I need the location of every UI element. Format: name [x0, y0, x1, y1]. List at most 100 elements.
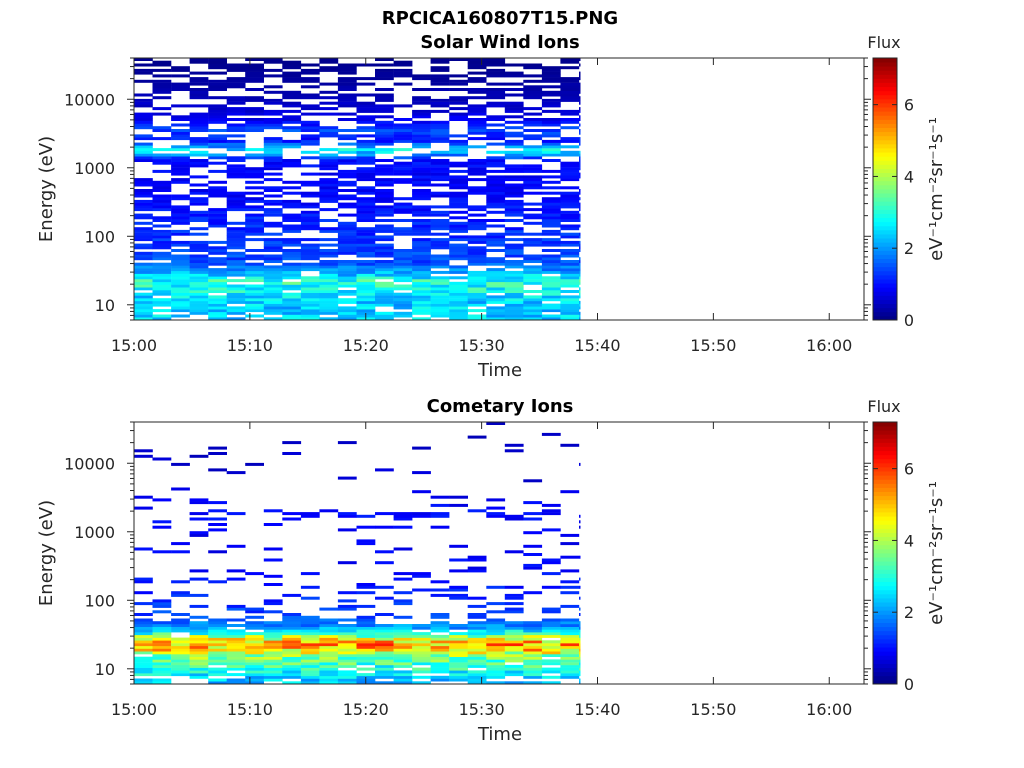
heatmap-cell [579, 262, 581, 266]
heatmap-cell [282, 93, 302, 97]
heatmap-cell [263, 632, 283, 636]
heatmap-cell [430, 98, 450, 102]
heatmap-cell [579, 82, 581, 86]
heatmap-cell [523, 120, 543, 124]
heatmap-cell [560, 311, 580, 315]
heatmap-cell [467, 615, 487, 619]
heatmap-cell [282, 618, 302, 622]
heatmap-cell [449, 254, 468, 258]
colorbar-tick-label: 6 [904, 460, 914, 479]
heatmap-cell [263, 172, 283, 176]
heatmap-cell [300, 621, 320, 625]
heatmap-cell [430, 134, 450, 138]
colorbar-segment [873, 111, 897, 116]
heatmap-cell [356, 93, 376, 97]
heatmap-cell [412, 243, 431, 247]
heatmap-cell [356, 637, 376, 641]
heatmap-cell [375, 673, 394, 677]
colorbar-title: Flux [867, 397, 900, 416]
heatmap-cell [171, 273, 190, 277]
heatmap-cell [449, 205, 468, 209]
colorbar-segment [873, 544, 897, 550]
heatmap-cell [467, 221, 487, 225]
heatmap-cell [486, 156, 506, 160]
heatmap-cell [263, 656, 283, 660]
heatmap-cell [337, 142, 357, 146]
heatmap-cell [541, 232, 561, 236]
heatmap-cell [579, 109, 581, 113]
heatmap-cell [430, 104, 450, 108]
heatmap-cell [523, 150, 543, 154]
heatmap-cell [467, 219, 487, 222]
heatmap-cell [171, 254, 190, 258]
heatmap-cell [189, 626, 209, 630]
heatmap-cell [189, 243, 209, 247]
heatmap-cell [337, 654, 357, 657]
heatmap-cell [134, 681, 153, 685]
heatmap-cell [337, 441, 357, 445]
heatmap-cell [467, 656, 487, 660]
heatmap-cell [356, 101, 376, 105]
colorbar-segment [873, 536, 897, 542]
heatmap-cell [375, 93, 394, 97]
heatmap-cell [337, 238, 357, 242]
heatmap-cell [504, 213, 524, 217]
heatmap-cell [208, 208, 227, 212]
heatmap-cell [393, 265, 413, 269]
heatmap-cell [226, 637, 246, 641]
heatmap-cell [412, 249, 431, 252]
heatmap-cell [319, 675, 339, 679]
heatmap-cell [226, 129, 246, 132]
heatmap-cell [245, 123, 264, 127]
heatmap-cell [541, 66, 561, 70]
heatmap-cell [523, 93, 543, 97]
heatmap-cell [449, 270, 468, 274]
heatmap-cell [189, 254, 209, 258]
heatmap-cell [541, 309, 561, 313]
colorbar-segment [873, 548, 897, 554]
heatmap-cell [412, 120, 431, 124]
heatmap-cell [189, 287, 209, 291]
heatmap-cell [560, 317, 580, 321]
heatmap-cell [319, 134, 339, 138]
heatmap-cell [263, 287, 283, 291]
heatmap-cell [449, 216, 468, 220]
colorbar-segment [873, 614, 897, 619]
heatmap-cell [541, 142, 561, 146]
heatmap-cell [134, 454, 153, 458]
heatmap-cell [282, 281, 302, 285]
heatmap-cell [430, 314, 450, 318]
heatmap-cell [300, 112, 320, 116]
heatmap-cell [504, 156, 524, 160]
heatmap-cell [226, 254, 246, 258]
heatmap-cell [300, 667, 320, 671]
heatmap-cell [579, 235, 581, 239]
heatmap-cell [152, 678, 172, 682]
heatmap-cell [356, 626, 376, 630]
heatmap-cell [449, 246, 468, 250]
colorbar-tick-label: 4 [904, 531, 914, 550]
heatmap-cell [523, 221, 543, 225]
heatmap-cell [282, 662, 302, 666]
heatmap-cell [412, 317, 431, 321]
heatmap-cell [189, 498, 209, 502]
heatmap-cell [208, 281, 227, 285]
heatmap-cell [226, 664, 246, 668]
heatmap-cell [300, 213, 320, 217]
heatmap-cell [560, 270, 580, 274]
heatmap-cell [152, 219, 172, 222]
heatmap-cell [152, 79, 172, 83]
heatmap-cell [171, 159, 190, 162]
heatmap-cell [134, 104, 153, 108]
heatmap-cell [226, 618, 246, 622]
heatmap-cell [430, 139, 450, 143]
heatmap-cell [449, 624, 468, 627]
heatmap-cell [486, 58, 506, 61]
heatmap-cell [245, 229, 264, 233]
heatmap-cell [245, 295, 264, 299]
heatmap-cell [579, 90, 581, 94]
colorbar-segment [873, 487, 897, 492]
heatmap-cell [245, 71, 264, 75]
heatmap-cell [300, 68, 320, 72]
heatmap-cell [504, 664, 524, 668]
